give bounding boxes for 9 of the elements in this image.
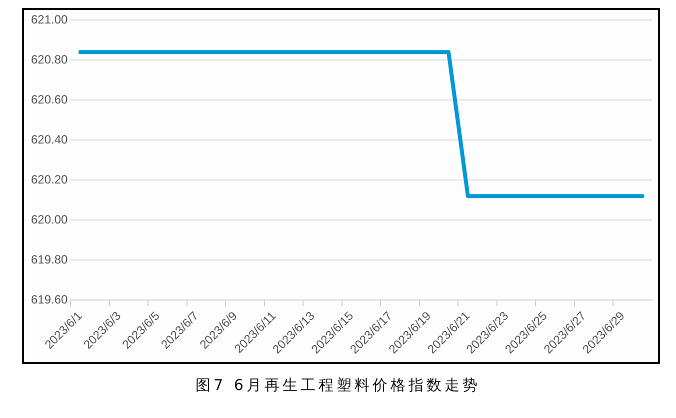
y-tick-label: 619.80 [31, 252, 68, 266]
y-tick-label: 619.60 [31, 292, 68, 306]
text: 图7 6月再生工程塑料价格指数走势 [194, 376, 482, 395]
y-tick-label: 620.20 [31, 172, 68, 186]
y-tick-label: 620.60 [31, 92, 68, 106]
y-tick-label: 620.00 [31, 212, 68, 226]
y-tick-label: 621.00 [31, 12, 68, 27]
y-tick-label: 620.40 [31, 132, 68, 146]
y-tick-label: 620.80 [31, 52, 68, 66]
